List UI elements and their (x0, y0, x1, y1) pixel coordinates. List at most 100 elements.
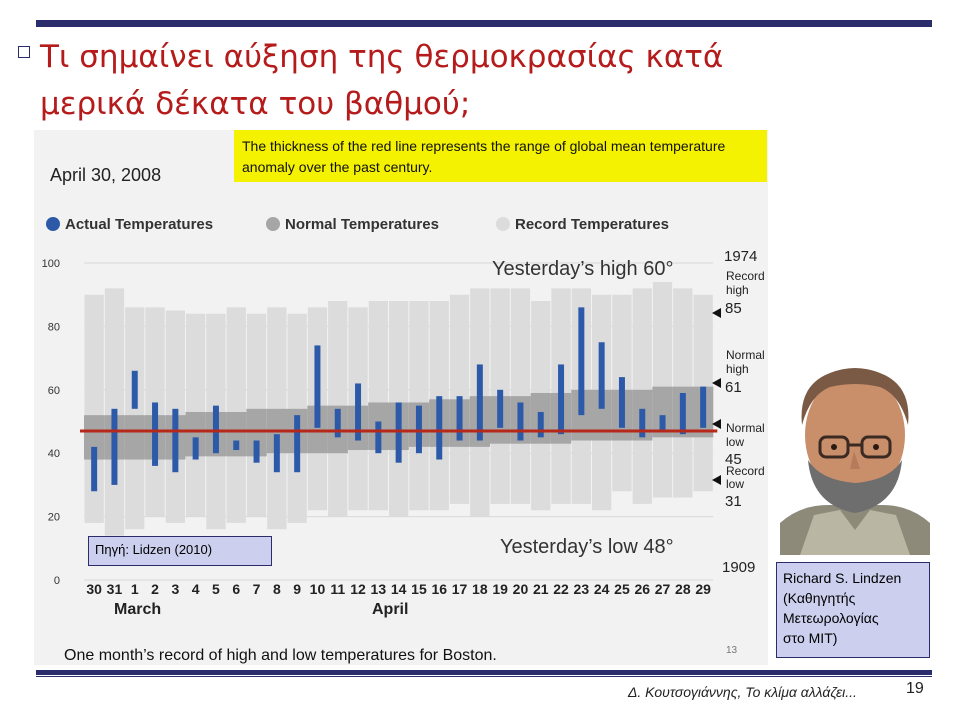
legend-marker-1 (266, 217, 280, 231)
y-tick-labels: 0 20 40 60 80 100 (42, 258, 60, 587)
actual-bar (152, 402, 159, 466)
x-tick-label: 14 (391, 581, 407, 597)
x-tick-label: 21 (533, 581, 549, 597)
page-number: 19 (906, 680, 924, 697)
record-high-label-1: Record (726, 269, 765, 283)
actual-bar (558, 364, 565, 435)
x-tick-label: 12 (350, 581, 366, 597)
actual-bar (639, 408, 646, 438)
actual-bar (273, 434, 280, 473)
x-tick-label: 20 (513, 581, 529, 597)
x-tick-label: 19 (492, 581, 508, 597)
record-high-year: 1974 (724, 248, 757, 265)
normal-bar (591, 389, 612, 441)
x-tick-label: 29 (695, 581, 711, 597)
x-tick-label: 7 (253, 581, 261, 597)
x-tick-label: 2 (151, 581, 159, 597)
x-tick-labels: 30 31 1 2 3 4 5 6 7 8 9 10 11 12 13 14 15 16 17 18 19 20 21 22 2… (86, 581, 711, 597)
title-line-2: μερικά δέκατα του βαθμού; (40, 86, 471, 122)
bottom-rule (36, 670, 932, 675)
bottom-rule-thin (36, 676, 932, 677)
actual-bar (375, 421, 382, 454)
x-tick-label: 16 (431, 581, 447, 597)
normal-high-arrow-icon (712, 378, 721, 388)
actual-bar (192, 437, 199, 460)
record-high-value: 85 (725, 300, 742, 317)
x-tick-label: 27 (655, 581, 671, 597)
actual-bar (355, 383, 362, 441)
actual-bar (415, 405, 422, 454)
record-low-year: 1909 (722, 559, 755, 576)
actual-bar (537, 411, 544, 438)
normal-high-value: 61 (725, 379, 742, 396)
temperature-chart: April 30, 2008 Actual Temperatures Normal… (42, 165, 765, 664)
actual-bar (700, 386, 707, 428)
x-tick-label: 22 (553, 581, 569, 597)
x-tick-label: 5 (212, 581, 220, 597)
actual-bar (578, 307, 585, 416)
actual-bar (436, 396, 443, 460)
actual-bar (314, 345, 321, 428)
yesterday-high-annotation: Yesterday’s high 60° (492, 258, 673, 280)
normal-bar (246, 408, 267, 457)
x-tick-label: 8 (273, 581, 281, 597)
actual-bar (294, 415, 301, 473)
figure-number: 13 (726, 645, 738, 656)
title-line-1: Τι σημαίνει αύξηση της θερμοκρασίας κατά (40, 39, 724, 75)
x-tick-label: 9 (293, 581, 301, 597)
actual-bar (395, 402, 402, 463)
chart-legend: Actual Temperatures Normal Temperatures Re… (46, 216, 669, 233)
legend-marker-2 (496, 217, 510, 231)
portrait-photo (780, 355, 930, 555)
y-tick-label: 40 (48, 448, 60, 460)
normal-bar (226, 411, 247, 457)
x-tick-label: 17 (452, 581, 468, 597)
record-low-arrow-icon (712, 475, 721, 485)
actual-bar (517, 402, 524, 441)
month-label-april: April (372, 601, 408, 618)
y-tick-label: 100 (42, 258, 60, 270)
normal-high-label-1: Normal (726, 348, 765, 362)
legend-label-2: Record Temperatures (515, 216, 669, 233)
x-tick-label: 31 (107, 581, 123, 597)
record-low-label-2: low (726, 477, 744, 491)
actual-bar (456, 396, 463, 441)
actual-bar (91, 446, 98, 492)
slide-footer: Δ. Κουτσογιάννης, Το κλίμα αλλάζει... (628, 684, 857, 700)
normal-low-value: 45 (725, 451, 742, 468)
x-tick-label: 11 (330, 581, 345, 597)
slide-title: Τι σημαίνει αύξηση της θερμοκρασίας κατά… (40, 34, 920, 128)
x-tick-label: 28 (675, 581, 691, 597)
normal-bar (652, 386, 673, 438)
x-tick-label: 13 (371, 581, 387, 597)
actual-bar (131, 370, 138, 409)
actual-bar (659, 415, 666, 432)
chart-date: April 30, 2008 (50, 165, 161, 185)
actual-bar (497, 389, 504, 428)
legend-label-1: Normal Temperatures (285, 216, 439, 233)
actual-bar (233, 440, 240, 451)
normal-bar (307, 405, 328, 454)
legend-label-0: Actual Temperatures (65, 216, 213, 233)
normal-bar (84, 415, 105, 460)
actual-bar (476, 364, 483, 441)
normal-high-label-2: high (726, 362, 749, 376)
normal-low-label-2: low (726, 435, 744, 449)
x-tick-label: 10 (310, 581, 326, 597)
chart-panel: April 30, 2008 Actual Temperatures Normal… (34, 130, 768, 665)
chart-note: The thickness of the red line represents… (234, 130, 767, 182)
x-tick-label: 30 (86, 581, 102, 597)
actual-bar (212, 405, 219, 454)
photo-caption: Richard S. Lindzen (Καθηγητής Μετεωρολογ… (776, 562, 930, 658)
chart-caption: One month’s record of high and low tempe… (64, 647, 497, 664)
photo-caption-line-3: Μετεωρολογίας (783, 610, 879, 626)
normal-bar (124, 415, 145, 460)
actual-bar (334, 408, 341, 438)
normal-low-label-1: Normal (726, 421, 765, 435)
x-tick-label: 25 (614, 581, 630, 597)
y-tick-label: 0 (54, 575, 60, 587)
record-low-label-1: Record (726, 464, 765, 478)
record-bar (510, 288, 531, 504)
y-tick-label: 20 (48, 512, 60, 524)
top-rule (36, 20, 932, 26)
